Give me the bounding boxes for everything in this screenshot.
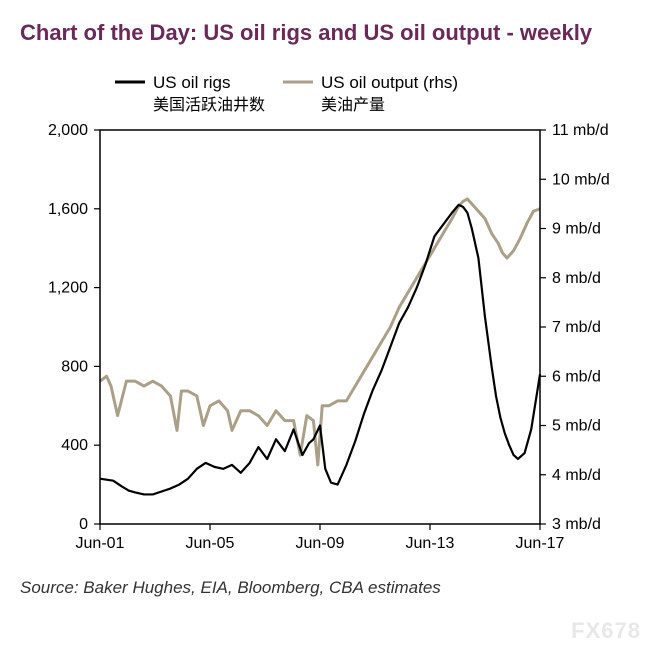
legend-rigs-cn: 美国活跃油井数 — [153, 96, 265, 114]
y-right-tick: 10 mb/d — [552, 171, 610, 188]
y-right-tick: 3 mb/d — [552, 516, 601, 533]
y-right-tick: 6 mb/d — [552, 368, 601, 385]
y-left-tick: 1,200 — [48, 279, 88, 296]
chart-area: US oil rigs US oil output (rhs) 美国活跃油井数 美油产… — [20, 64, 630, 564]
legend-rigs-label: US oil rigs — [153, 73, 230, 92]
source-text: Source: Baker Hughes, EIA, Bloomberg, CB… — [20, 578, 631, 598]
y-left-tick: 0 — [79, 516, 88, 533]
y-right-tick: 4 mb/d — [552, 466, 601, 483]
x-tick: Jun-17 — [516, 535, 565, 552]
legend-output-label: US oil output (rhs) — [321, 73, 458, 92]
legend-output-cn: 美油产量 — [321, 96, 385, 114]
y-left-tick: 400 — [61, 437, 88, 454]
x-tick: Jun-13 — [406, 535, 455, 552]
y-right-tick: 11 mb/d — [552, 122, 609, 139]
chart-title: Chart of the Day: US oil rigs and US oil… — [20, 18, 631, 48]
y-left-tick: 800 — [61, 358, 88, 375]
x-tick: Jun-01 — [76, 535, 125, 552]
y-right-tick: 8 mb/d — [552, 269, 601, 286]
y-left-tick: 2,000 — [48, 122, 88, 139]
x-tick: Jun-05 — [186, 535, 235, 552]
y-right-tick: 5 mb/d — [552, 417, 601, 434]
x-tick: Jun-09 — [296, 535, 345, 552]
y-right-tick: 9 mb/d — [552, 220, 601, 237]
y-left-tick: 1,600 — [48, 200, 88, 217]
watermark: FX678 — [571, 618, 641, 644]
y-right-tick: 7 mb/d — [552, 319, 601, 336]
plot-border — [100, 130, 540, 524]
